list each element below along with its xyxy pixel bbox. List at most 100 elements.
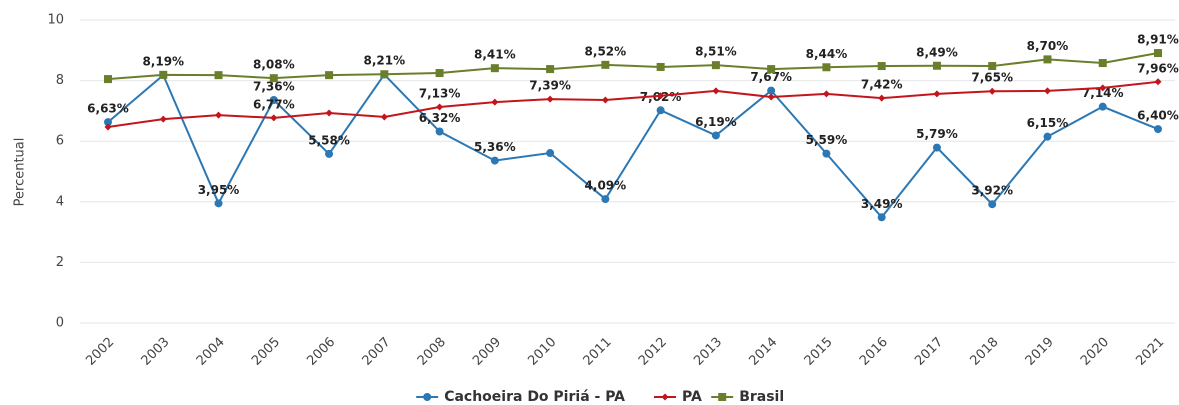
marker	[491, 98, 499, 106]
marker	[1098, 102, 1107, 111]
x-tick-label: 2016	[857, 335, 891, 369]
marker	[546, 95, 554, 103]
data-label: 7,65%	[971, 71, 1013, 85]
x-tick-label: 2011	[581, 335, 615, 369]
legend-item: Brasil	[711, 389, 784, 405]
marker	[214, 71, 223, 80]
x-tick-label: 2003	[139, 335, 173, 369]
data-label: 8,70%	[1027, 39, 1069, 53]
marker	[1043, 87, 1051, 95]
marker	[767, 65, 776, 74]
series	[104, 49, 1162, 84]
marker	[159, 115, 167, 123]
data-label: 3,92%	[971, 184, 1013, 198]
series-line	[107, 80, 1159, 128]
marker	[546, 65, 555, 74]
data-label: 7,14%	[1082, 86, 1124, 100]
marker	[215, 111, 223, 119]
y-tick-label: 10	[47, 13, 64, 28]
x-tick-label: 2002	[83, 335, 117, 369]
data-label: 8,08%	[253, 58, 295, 72]
marker	[490, 156, 499, 165]
marker	[712, 87, 720, 95]
marker	[1154, 49, 1162, 58]
series-line	[107, 72, 1159, 219]
data-label: 6,19%	[695, 115, 737, 129]
legend-item: Cachoeira Do Piriá - PA	[416, 389, 625, 405]
marker	[325, 149, 334, 158]
x-tick-label: 2006	[304, 335, 338, 369]
marker	[711, 61, 720, 70]
series	[104, 70, 1162, 222]
x-tick-label: 2013	[691, 335, 725, 369]
data-label: 5,58%	[308, 133, 350, 147]
x-tick-label: 2012	[636, 335, 670, 369]
marker	[822, 149, 831, 158]
x-tick-label: 2008	[415, 335, 449, 369]
marker	[104, 123, 112, 131]
data-label: 8,51%	[695, 45, 737, 59]
marker	[601, 96, 609, 104]
marker	[822, 90, 830, 98]
marker	[104, 75, 112, 84]
marker	[711, 131, 720, 140]
data-label: 8,41%	[474, 48, 516, 62]
data-label: 8,44%	[806, 47, 848, 61]
marker	[269, 74, 278, 83]
marker	[878, 94, 886, 102]
legend-label: PA	[682, 389, 702, 405]
marker	[1098, 59, 1107, 68]
data-label: 7,42%	[861, 78, 903, 92]
data-label: 7,13%	[419, 86, 461, 100]
marker	[767, 86, 776, 95]
data-label: 7,96%	[1137, 61, 1179, 75]
y-axis-label: Percentual	[13, 138, 28, 207]
data-label: 6,32%	[419, 111, 461, 125]
data-label: 5,79%	[916, 127, 958, 141]
marker	[1154, 78, 1162, 86]
data-label: 8,91%	[1137, 33, 1179, 47]
x-tick-label: 2021	[1133, 335, 1167, 369]
series-line	[107, 52, 1159, 81]
x-tick-label: 2017	[912, 335, 946, 369]
data-label: 5,36%	[474, 140, 516, 154]
legend-label: Cachoeira Do Piriá - PA	[444, 389, 625, 405]
y-tick-label: 6	[56, 134, 64, 149]
marker	[325, 109, 333, 117]
marker	[601, 60, 610, 69]
marker	[877, 213, 886, 222]
y-tick-label: 4	[56, 194, 64, 209]
marker	[656, 62, 665, 71]
marker	[988, 62, 997, 71]
marker	[380, 113, 388, 121]
marker	[159, 70, 168, 79]
marker	[932, 143, 941, 152]
x-tick-label: 2019	[1023, 335, 1057, 369]
data-label: 3,49%	[861, 197, 903, 211]
marker	[656, 106, 665, 115]
data-label: 5,59%	[806, 133, 848, 147]
legend-item: PA	[654, 389, 702, 405]
marker	[214, 199, 223, 208]
marker	[932, 61, 941, 70]
y-tick-label: 0	[56, 316, 64, 331]
legend-marker	[718, 393, 727, 401]
marker	[435, 69, 444, 78]
data-label: 8,52%	[585, 44, 627, 58]
data-label: 6,63%	[87, 102, 129, 116]
data-label: 6,77%	[253, 97, 295, 111]
marker	[325, 71, 334, 80]
marker	[1099, 84, 1107, 92]
marker	[104, 118, 112, 127]
data-label: 6,15%	[1027, 116, 1069, 130]
legend-label: Brasil	[739, 389, 784, 405]
marker	[546, 149, 555, 158]
marker	[1154, 125, 1162, 134]
marker	[767, 93, 775, 101]
marker	[822, 63, 831, 72]
marker	[988, 200, 997, 209]
x-tick-label: 2009	[470, 335, 504, 369]
marker	[270, 114, 278, 122]
marker	[933, 90, 941, 98]
